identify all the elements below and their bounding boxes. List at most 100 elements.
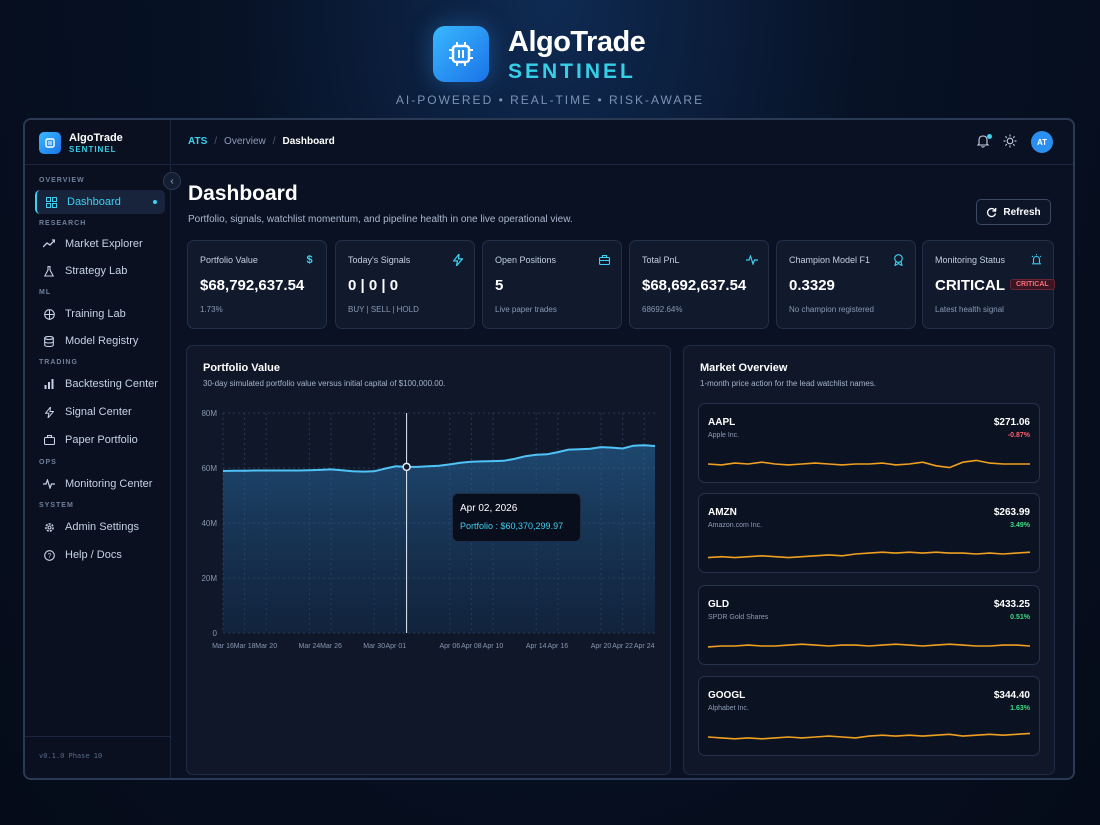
sidebar-item-label: Signal Center	[65, 406, 132, 418]
x-tick-label: Mar 18	[234, 643, 256, 650]
kpi-card-champion-model-f1[interactable]: Champion Model F1 0.3329 No champion reg…	[776, 240, 916, 329]
version-label: v0.1.0 Phase 10	[39, 752, 103, 760]
chip-icon	[449, 42, 473, 66]
active-indicator	[153, 200, 157, 204]
sparkline	[708, 459, 1030, 469]
sidebar-item-label: Training Lab	[65, 308, 126, 320]
section-ops: OPS	[39, 459, 57, 466]
refresh-button[interactable]: Refresh	[976, 199, 1051, 225]
kpi-label: Today's Signals	[348, 255, 411, 265]
breadcrumb-root[interactable]: ATS	[188, 136, 208, 147]
briefcase-icon	[598, 253, 611, 266]
kpi-label: Monitoring Status	[935, 255, 1006, 265]
kpi-subtext: Latest health signal	[935, 305, 1004, 314]
sidebar-item-label: Monitoring Center	[65, 478, 153, 490]
kpi-card-total-pnl[interactable]: Total PnL $68,692,637.54 68692.64%	[629, 240, 769, 329]
chart-line	[222, 444, 656, 473]
sidebar-item-model-registry[interactable]: Model Registry	[35, 329, 165, 353]
kpi-value: CRITICAL CRITICAL	[935, 277, 1055, 294]
app-window: AlgoTrade SENTINEL OVERVIEW Dashboard RE…	[23, 118, 1075, 780]
collapse-sidebar-button[interactable]: ‹	[163, 172, 181, 190]
siren-icon	[1030, 253, 1043, 266]
x-tick-label: Apr 16	[547, 643, 568, 650]
kpi-value: $68,792,637.54	[200, 277, 305, 294]
sidebar-item-monitoring-center[interactable]: Monitoring Center	[35, 472, 165, 496]
kpi-card-todays-signals[interactable]: Today's Signals 0 | 0 | 0 BUY | SELL | H…	[335, 240, 475, 329]
sidebar-item-help-docs[interactable]: ? Help / Docs	[35, 543, 165, 567]
x-tick-label: Mar 16	[212, 643, 234, 650]
monitoring-status-value: CRITICAL	[935, 277, 1005, 294]
market-item-gld[interactable]: GLD SPDR Gold Shares $433.25 0.51%	[698, 585, 1040, 665]
ticker-price: $433.25	[993, 599, 1030, 610]
status-badge: CRITICAL	[1010, 278, 1055, 290]
y-tick-label: 40M	[201, 519, 217, 528]
market-overview-card: Market Overview 1-month price action for…	[683, 345, 1055, 775]
topbar: ATS / Overview / Dashboard AT	[172, 120, 1073, 165]
chart-hover-marker	[402, 462, 411, 472]
ticker-symbol: AAPL	[708, 417, 736, 428]
notification-dot	[987, 134, 992, 139]
breadcrumb-current: Dashboard	[282, 136, 335, 147]
sidebar-item-market-explorer[interactable]: Market Explorer	[35, 232, 165, 256]
sidebar-item-paper-portfolio[interactable]: Paper Portfolio	[35, 428, 165, 452]
kpi-value: 5	[495, 277, 504, 294]
market-item-amzn[interactable]: AMZN Amazon.com Inc. $263.99 3.49%	[698, 493, 1040, 573]
kpi-subtext: BUY | SELL | HOLD	[348, 305, 419, 314]
avatar[interactable]: AT	[1031, 131, 1053, 153]
section-research: RESEARCH	[39, 220, 87, 227]
section-overview: OVERVIEW	[39, 177, 85, 184]
sidebar-item-training-lab[interactable]: Training Lab	[35, 302, 165, 326]
tooltip-value: Portfolio : $60,370,299.97	[460, 521, 564, 531]
help-icon: ?	[43, 549, 55, 561]
notifications-button[interactable]	[976, 134, 992, 150]
kpi-label: Total PnL	[642, 255, 680, 265]
sidebar-item-label: Model Registry	[65, 335, 139, 347]
market-item-aapl[interactable]: AAPL Apple Inc. $271.06 -0.87%	[698, 403, 1040, 483]
kpi-card-portfolio-value[interactable]: Portfolio Value $ $68,792,637.54 1.73%	[187, 240, 327, 329]
kpi-card-monitoring-status[interactable]: Monitoring Status CRITICAL CRITICAL Lates…	[922, 240, 1055, 329]
x-tick-label: Apr 06	[439, 643, 460, 650]
briefcase-icon	[43, 434, 55, 446]
breadcrumb-overview[interactable]: Overview	[224, 136, 266, 147]
x-tick-label: Apr 20	[591, 643, 612, 650]
y-tick-label: 60M	[201, 464, 217, 473]
kpi-label: Open Positions	[495, 255, 557, 265]
trend-up-icon	[43, 238, 55, 250]
sidebar-item-signal-center[interactable]: Signal Center	[35, 400, 165, 424]
chart-area	[223, 445, 655, 633]
x-tick-label: Mar 30	[363, 643, 385, 650]
kpi-subtext: 68692.64%	[642, 305, 683, 314]
sidebar-item-backtesting-center[interactable]: Backtesting Center	[35, 372, 165, 396]
page-description: Portfolio, signals, watchlist momentum, …	[188, 214, 573, 225]
ticker-name: SPDR Gold Shares	[708, 614, 769, 621]
sidebar-item-label: Market Explorer	[65, 238, 143, 250]
sidebar-item-admin-settings[interactable]: Admin Settings	[35, 515, 165, 539]
card-title: Portfolio Value	[203, 362, 281, 374]
y-tick-label: 0	[213, 629, 218, 638]
sidebar-item-dashboard[interactable]: Dashboard	[35, 190, 165, 214]
x-tick-label: Apr 22	[612, 643, 633, 650]
market-item-googl[interactable]: GOOGL Alphabet Inc. $344.40 1.63%	[698, 676, 1040, 756]
x-tick-label: Apr 01	[385, 643, 406, 650]
sidebar-footer-divider	[25, 736, 171, 737]
gear-icon	[43, 521, 55, 533]
brand-header: AlgoTrade SENTINEL AI-POWERED • REAL-TIM…	[0, 24, 1100, 114]
ticker-change: 0.51%	[1010, 614, 1030, 621]
chart-tooltip: Apr 02, 2026 Portfolio : $60,370,299.97	[452, 493, 581, 542]
section-ml: ML	[39, 289, 52, 296]
refresh-icon	[987, 207, 997, 217]
kpi-value: $68,692,637.54	[642, 277, 747, 294]
ticker-symbol: AMZN	[708, 507, 737, 518]
ticker-symbol: GLD	[708, 599, 730, 610]
sidebar-item-strategy-lab[interactable]: Strategy Lab	[35, 259, 165, 283]
ticker-price: $344.40	[993, 690, 1030, 701]
ticker-price: $263.99	[993, 507, 1030, 518]
sparkline	[708, 643, 1030, 648]
sidebar-divider	[25, 164, 171, 165]
card-description: 1-month price action for the lead watchl…	[700, 379, 877, 388]
bell-icon	[976, 135, 990, 148]
theme-toggle-button[interactable]	[1003, 134, 1019, 150]
kpi-card-open-positions[interactable]: Open Positions 5 Live paper trades	[482, 240, 622, 329]
sun-icon	[1003, 134, 1017, 148]
